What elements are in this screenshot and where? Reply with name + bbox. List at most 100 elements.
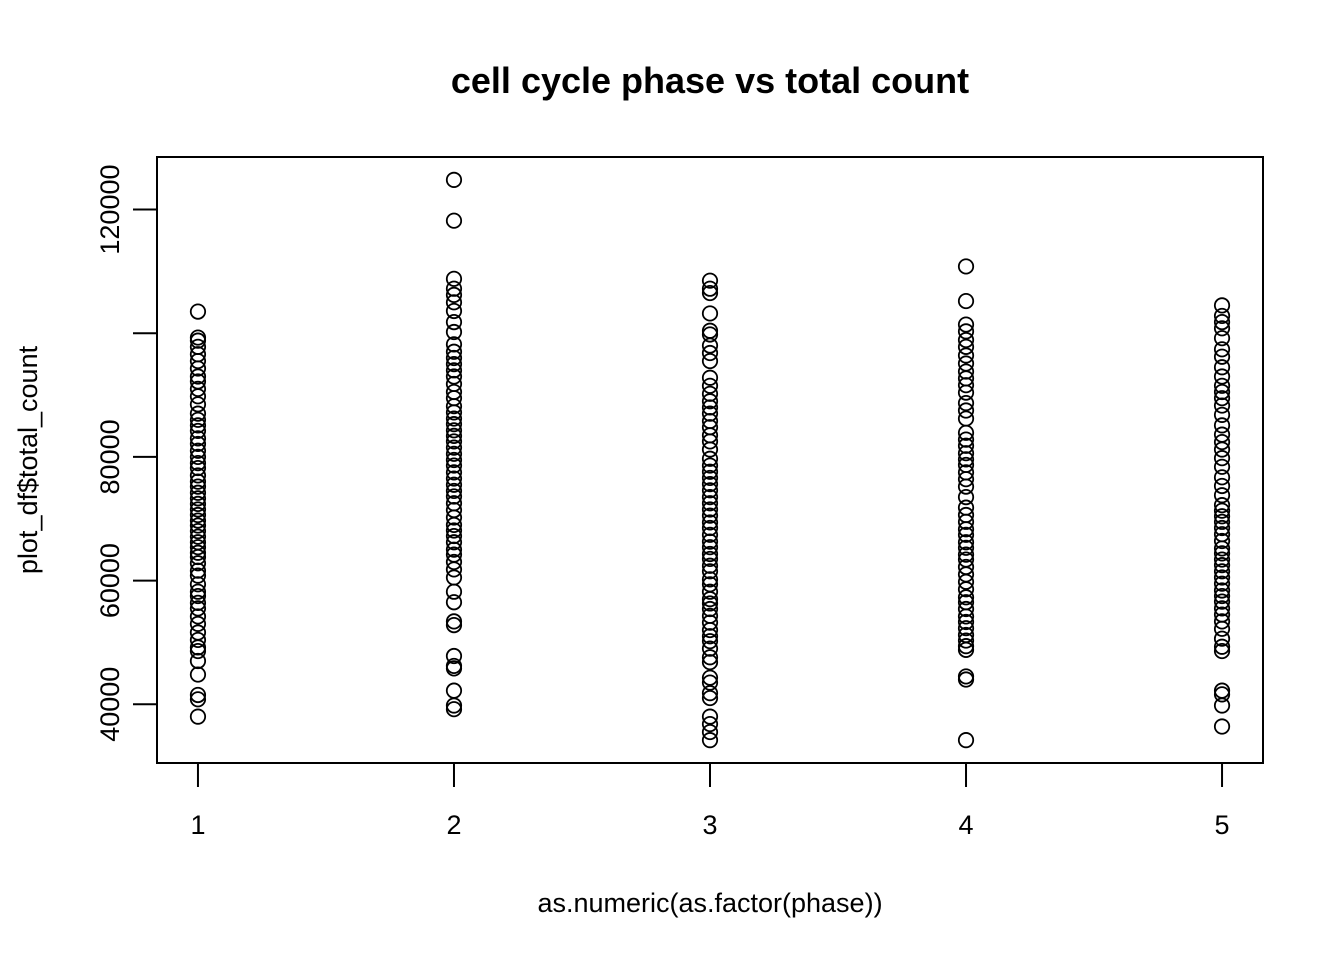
data-point [701, 405, 719, 422]
data-point [189, 587, 207, 605]
data-point [445, 445, 463, 462]
data-point [445, 171, 463, 188]
data-point [957, 402, 975, 419]
data-point [701, 557, 719, 574]
data-point [701, 284, 719, 302]
data-point [1213, 582, 1231, 599]
data-point [1213, 390, 1231, 407]
data-point [701, 352, 719, 370]
data-point [701, 519, 719, 537]
data-point [189, 666, 207, 683]
data-point [957, 506, 975, 524]
data-point [1213, 519, 1231, 537]
data-point [189, 501, 207, 518]
data-point [445, 488, 463, 505]
data-point [189, 624, 207, 641]
data-point [957, 347, 975, 364]
data-point [1213, 330, 1231, 347]
data-point [701, 715, 719, 733]
data-point [957, 594, 975, 611]
data-point [701, 377, 719, 394]
data-point [701, 385, 719, 402]
data-point [957, 732, 975, 749]
data-point [957, 626, 975, 644]
data-point [701, 322, 719, 339]
data-point [189, 490, 207, 507]
data-point [957, 410, 975, 427]
y-tick-label: 80000 [95, 419, 125, 494]
data-point [1213, 513, 1231, 530]
data-point [1213, 433, 1231, 451]
data-point [957, 456, 975, 474]
data-point [445, 323, 463, 341]
data-point [189, 478, 207, 495]
data-point [189, 303, 207, 320]
data-point [189, 467, 207, 484]
data-point [445, 286, 463, 303]
y-tick-label: 120000 [95, 165, 125, 255]
y-tick-label: 40000 [95, 667, 125, 742]
data-point [189, 567, 207, 584]
data-point [445, 270, 463, 287]
data-point [957, 534, 975, 551]
data-point [1213, 508, 1231, 525]
data-point [445, 343, 463, 360]
data-point [1213, 606, 1231, 623]
data-point [445, 356, 463, 373]
data-point [1213, 682, 1231, 699]
x-tick-label: 5 [1215, 810, 1230, 840]
data-point [701, 633, 719, 650]
data-point [189, 594, 207, 611]
data-point [189, 422, 207, 440]
data-point [701, 476, 719, 493]
data-point [701, 495, 719, 512]
data-point [1213, 638, 1231, 655]
data-point [957, 331, 975, 349]
data-point [445, 527, 463, 545]
data-point [189, 338, 207, 355]
data-point [957, 638, 975, 655]
data-point [445, 546, 463, 563]
data-point [189, 528, 207, 545]
data-point [957, 668, 975, 685]
data-point [1213, 532, 1231, 550]
data-point [957, 632, 975, 649]
data-point [701, 482, 719, 499]
data-point [701, 583, 719, 600]
data-point [957, 671, 975, 688]
data-point [957, 526, 975, 543]
data-point [189, 686, 207, 704]
data-point [445, 457, 463, 474]
data-point [1213, 593, 1231, 610]
data-point [189, 442, 207, 459]
data-point [445, 470, 463, 487]
y-axis-title: plot_df$total_count [13, 345, 43, 574]
data-point [701, 457, 719, 474]
data-point [1213, 341, 1231, 358]
data-point [1213, 348, 1231, 365]
data-points [189, 171, 1231, 749]
data-point [1213, 563, 1231, 580]
data-point [1213, 368, 1231, 385]
data-point [1213, 469, 1231, 486]
data-point [701, 649, 719, 666]
data-point [445, 534, 463, 551]
data-point [445, 594, 463, 611]
data-point [701, 526, 719, 543]
data-point [445, 212, 463, 229]
data-point [957, 558, 975, 576]
data-point [701, 600, 719, 618]
data-point [1213, 307, 1231, 325]
data-point [1213, 600, 1231, 617]
data-point [957, 489, 975, 506]
data-point [189, 430, 207, 447]
data-point [1213, 642, 1231, 660]
data-point [701, 689, 719, 707]
data-point [1213, 320, 1231, 337]
data-point [701, 607, 719, 624]
data-point [1213, 314, 1231, 331]
data-point [957, 292, 975, 310]
data-point [701, 450, 719, 467]
data-point [957, 551, 975, 568]
data-point [701, 685, 719, 702]
